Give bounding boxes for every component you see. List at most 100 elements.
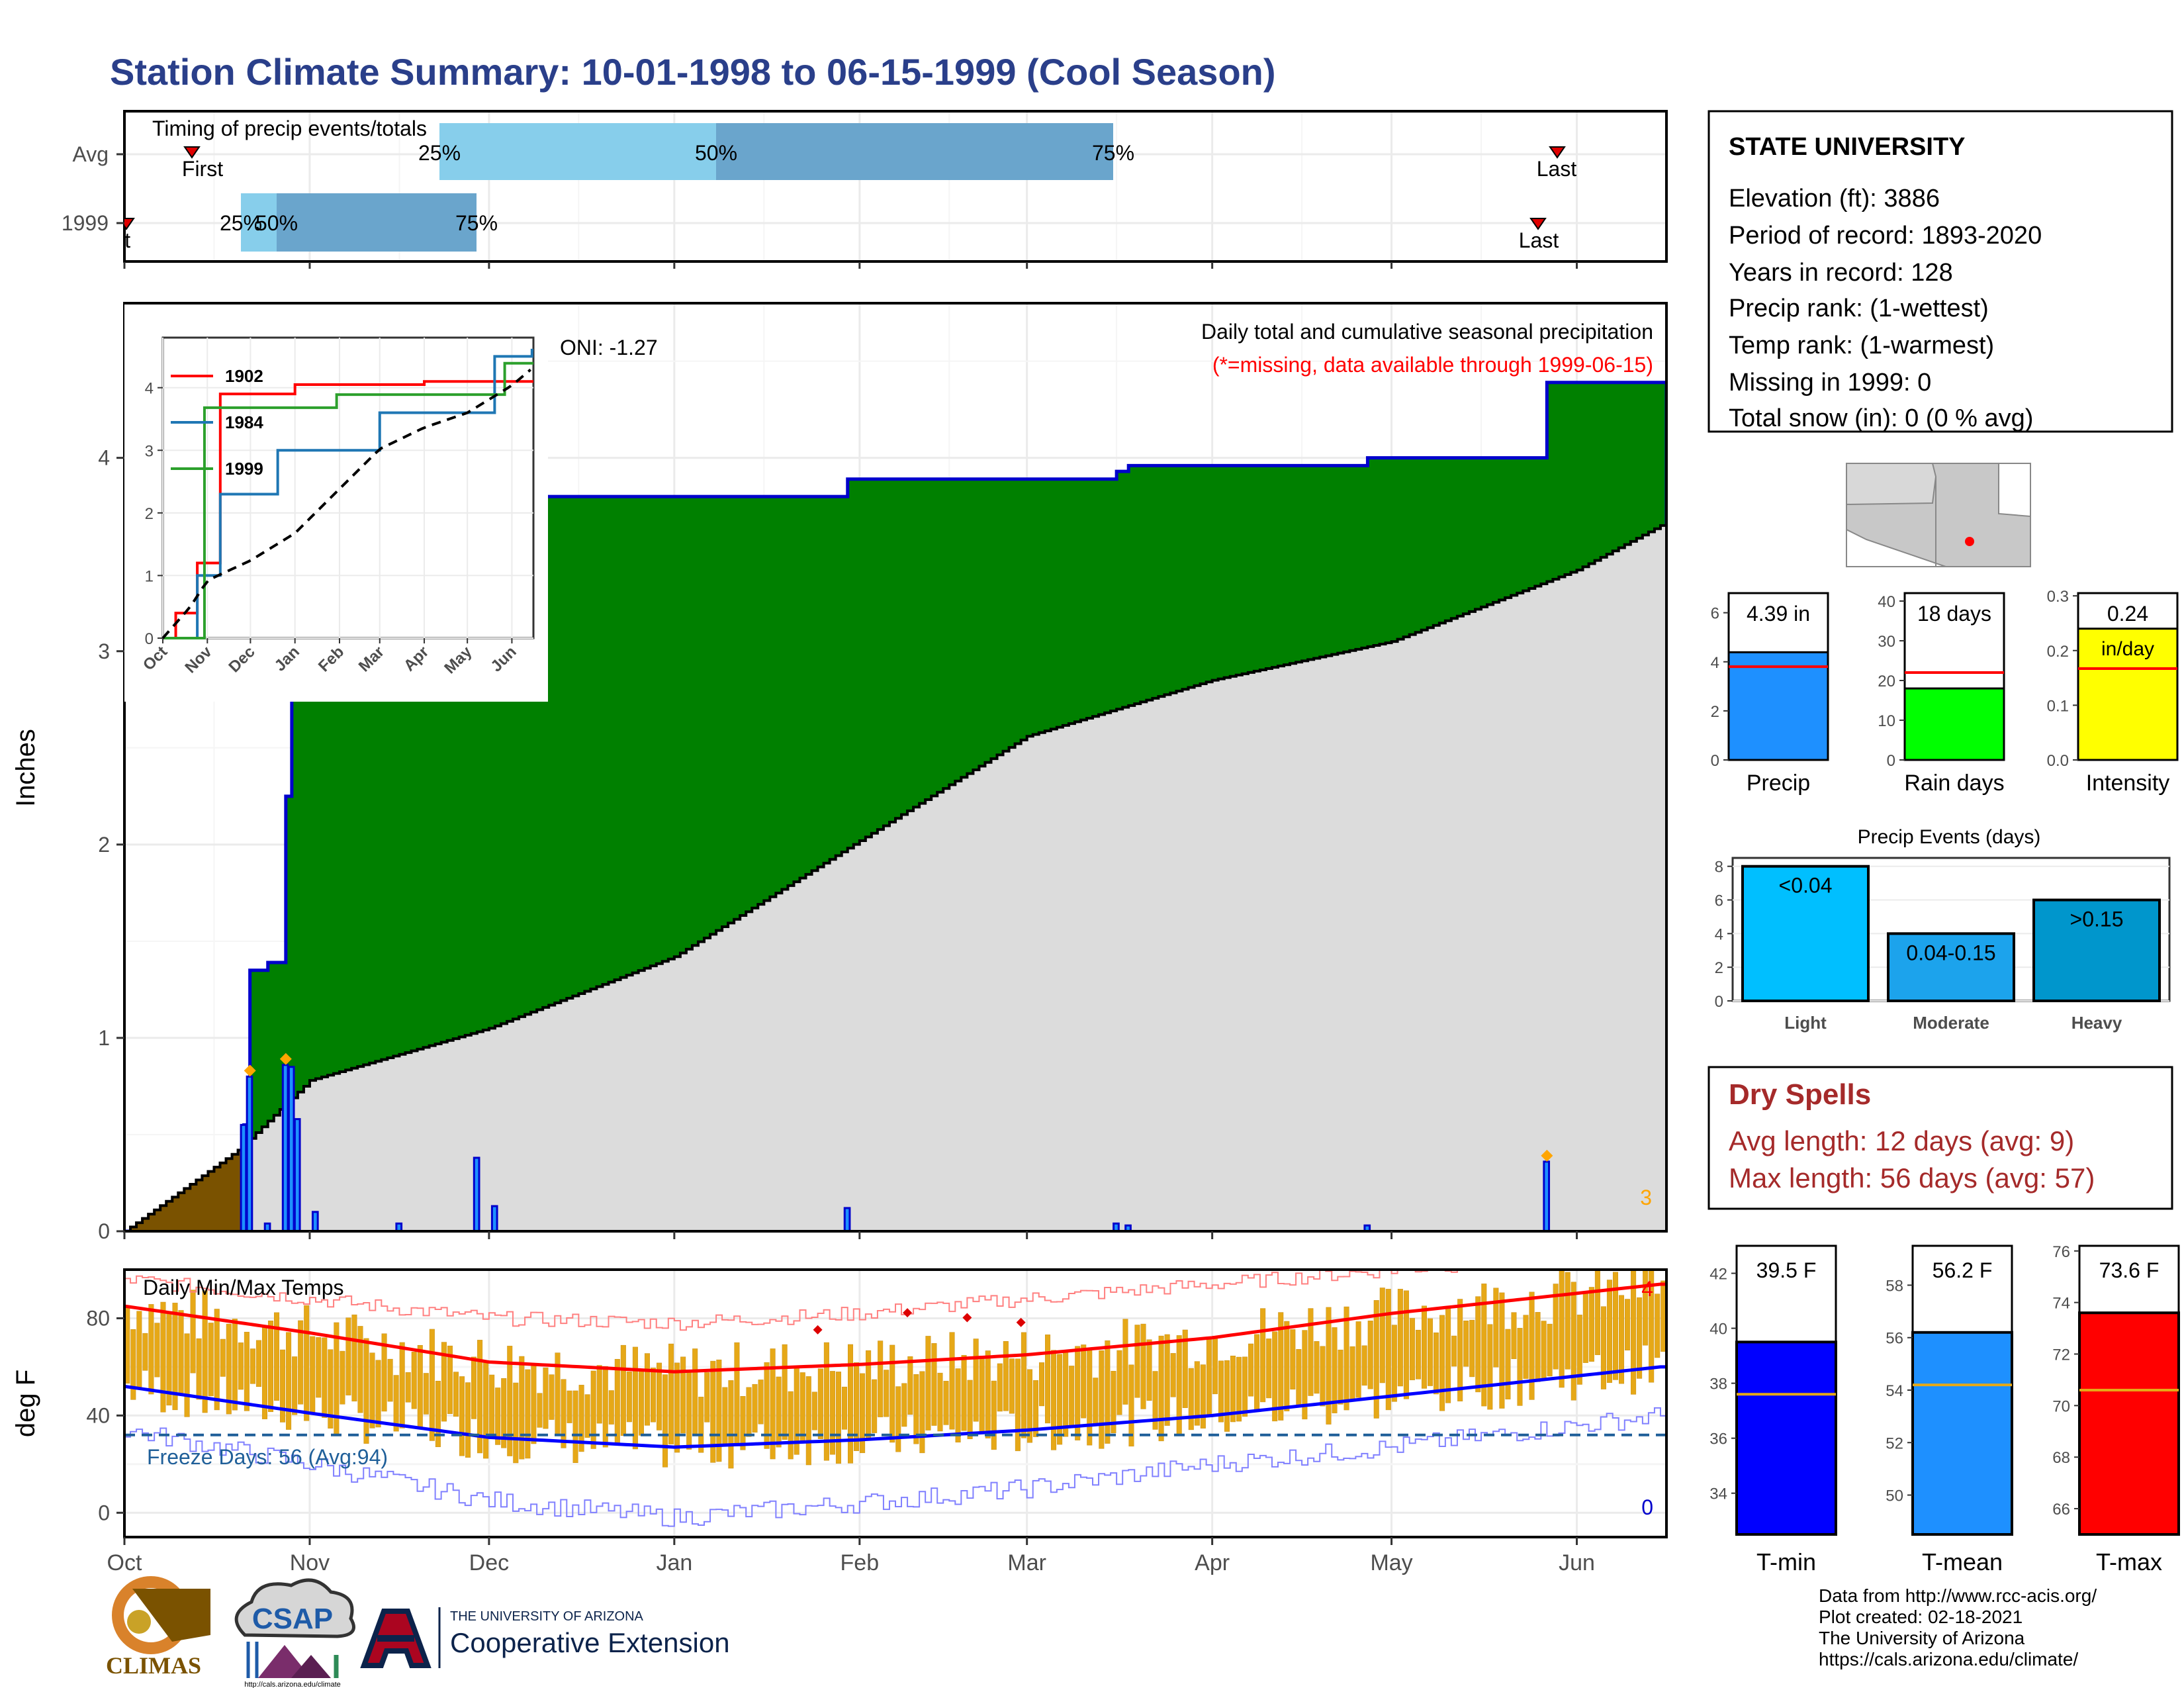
temp-summary-fill	[1911, 1331, 2013, 1536]
events-y-tick-label: 4	[1715, 925, 1723, 943]
daily-temp-bar	[1063, 1352, 1069, 1437]
daily-temp-bar	[1164, 1334, 1170, 1426]
temp-summary-tick-label: 54	[1886, 1382, 1903, 1400]
daily-temp-bar	[411, 1352, 417, 1409]
daily-temp-bar	[387, 1358, 393, 1402]
daily-temp-bar	[232, 1319, 238, 1411]
daily-temp-bar	[519, 1356, 525, 1460]
month-label: Feb	[841, 1550, 880, 1575]
daily-temp-bar	[889, 1344, 895, 1443]
record-max-line	[124, 1270, 1464, 1331]
daily-temp-bar	[1469, 1320, 1475, 1378]
record-marker	[279, 1053, 292, 1065]
summary-bar-fill	[1903, 687, 2005, 761]
summary-bar-value: 18 days	[1917, 602, 1991, 626]
month-label: Mar	[1007, 1550, 1046, 1575]
precip-panel: 0 1 2 3 4 Inches Daily total and cumulative …	[11, 262, 1668, 1243]
daily-temp-bar	[1116, 1350, 1122, 1415]
daily-temp-bar	[1338, 1349, 1343, 1405]
temp-summary-tick-label: 52	[1886, 1434, 1903, 1452]
summary-bar-tick-label: 0	[1711, 752, 1719, 770]
daily-temp-bar	[292, 1356, 298, 1415]
daily-temp-bar	[734, 1342, 740, 1444]
csap-logo-text: CSAP	[252, 1603, 333, 1635]
summary-bar-fill	[2077, 628, 2179, 761]
temp-summary-tick-label: 50	[1886, 1487, 1903, 1505]
daily-temp-bar	[340, 1350, 345, 1405]
daily-temp-bar	[1499, 1292, 1505, 1409]
summary-bar-tick-label: 6	[1711, 605, 1719, 623]
daily-temp-bar	[692, 1348, 698, 1436]
dry-spells-box: Dry Spells Avg length: 12 days (avg: 9) …	[1707, 1066, 2173, 1210]
inset-y-tick-label: 3	[145, 442, 154, 460]
csap-logo-url: http://cals.arizona.edu/climate	[244, 1681, 341, 1688]
temp-summary-tick-label: 56	[1886, 1330, 1903, 1348]
daily-precip-bar	[240, 1123, 248, 1231]
daily-temp-bar	[1511, 1312, 1517, 1360]
daily-temp-bar	[860, 1373, 866, 1454]
dry-spells-avg: Avg length: 12 days (avg: 9)	[1729, 1125, 2074, 1156]
temp-summary-tick-label: 72	[2052, 1346, 2070, 1364]
record-high-marker	[813, 1325, 823, 1335]
daily-temp-bar	[1075, 1346, 1081, 1440]
daily-temp-bar	[872, 1379, 878, 1433]
daily-temp-bar	[1559, 1270, 1565, 1388]
daily-temp-bar	[238, 1342, 244, 1390]
credit-url: https://cals.arizona.edu/climate/	[1819, 1649, 2078, 1669]
daily-temp-bar	[1122, 1319, 1128, 1405]
daily-temp-bar	[435, 1381, 441, 1448]
daily-temp-bar	[1105, 1340, 1111, 1444]
temp-summary-tick-label: 42	[1709, 1266, 1727, 1284]
summary-bar-intensity: 0.24 in/day 0.0 0.1 0.2 0.3 Intensity	[2047, 588, 2179, 796]
daily-temp-bar	[1021, 1332, 1026, 1438]
temp-plot-bg	[124, 1270, 1666, 1537]
temp-summary-t-mean: 56.2 F 50 52 54 56 58 T-mean	[1886, 1244, 2013, 1575]
daily-temp-bar	[357, 1326, 363, 1413]
daily-temp-bar	[1570, 1282, 1576, 1401]
daily-temp-bar	[1134, 1325, 1140, 1398]
precip-caption: Daily total and cumulative seasonal prec…	[1201, 320, 1653, 344]
inset-y-tick-label: 4	[145, 380, 154, 398]
timing-avg-p75: 75%	[1092, 141, 1134, 165]
summary-bar-label: Precip	[1747, 771, 1810, 796]
daily-temp-bar	[447, 1345, 453, 1414]
daily-temp-bar	[1529, 1291, 1535, 1400]
precip-events-chart: Precip Events (days) 0 2 4 6 8 <0.04 Light 0.04…	[1715, 826, 2171, 1033]
daily-temp-bar	[561, 1379, 567, 1448]
temp-summary-fill	[2078, 1311, 2180, 1536]
daily-temp-bar	[817, 1368, 823, 1439]
daily-temp-bar	[1242, 1356, 1248, 1417]
temp-summary-tick-label: 40	[1709, 1321, 1727, 1338]
daily-temp-bar	[405, 1372, 411, 1403]
precip-events-title: Precip Events (days)	[1858, 826, 2041, 848]
daily-temp-bar	[477, 1340, 483, 1454]
daily-temp-bar	[1224, 1360, 1230, 1432]
inset-y-tick-label: 1	[145, 567, 154, 585]
daily-temp-bar	[979, 1356, 985, 1432]
timing-1999-first: First	[89, 228, 130, 252]
daily-temp-bar	[250, 1348, 255, 1384]
daily-temp-bar	[1391, 1325, 1397, 1402]
timing-panel: Timing of precip events/totals First Las…	[62, 110, 1668, 263]
ua-logo: THE UNIVERSITY OF ARIZONA Cooperative Ex…	[360, 1607, 730, 1668]
credit-data: Data from http://www.rcc-acis.org/	[1819, 1585, 2097, 1606]
daily-precip-bar	[281, 1064, 289, 1231]
daily-temp-bar	[728, 1380, 734, 1469]
record-marker	[244, 1064, 256, 1077]
daily-temp-bar	[513, 1382, 519, 1464]
daily-temp-bar	[823, 1342, 829, 1461]
daily-temp-bar	[1361, 1345, 1367, 1386]
daily-temp-bar	[471, 1356, 477, 1419]
temp-summary-label: T-max	[2096, 1548, 2162, 1575]
ua-logo-big: Cooperative Extension	[450, 1627, 730, 1658]
daily-temp-bar	[417, 1344, 423, 1430]
daily-temp-bar	[901, 1383, 907, 1427]
locator-map	[1846, 463, 2031, 567]
daily-temp-bar	[710, 1360, 716, 1463]
daily-temp-bar	[572, 1390, 578, 1464]
inset-legend-label: 1984	[225, 412, 263, 432]
daily-temp-bar	[626, 1371, 632, 1423]
daily-temp-bar	[214, 1309, 220, 1411]
station-info-box: STATE UNIVERSITY Elevation (ft): 3886 Pe…	[1707, 110, 2173, 433]
